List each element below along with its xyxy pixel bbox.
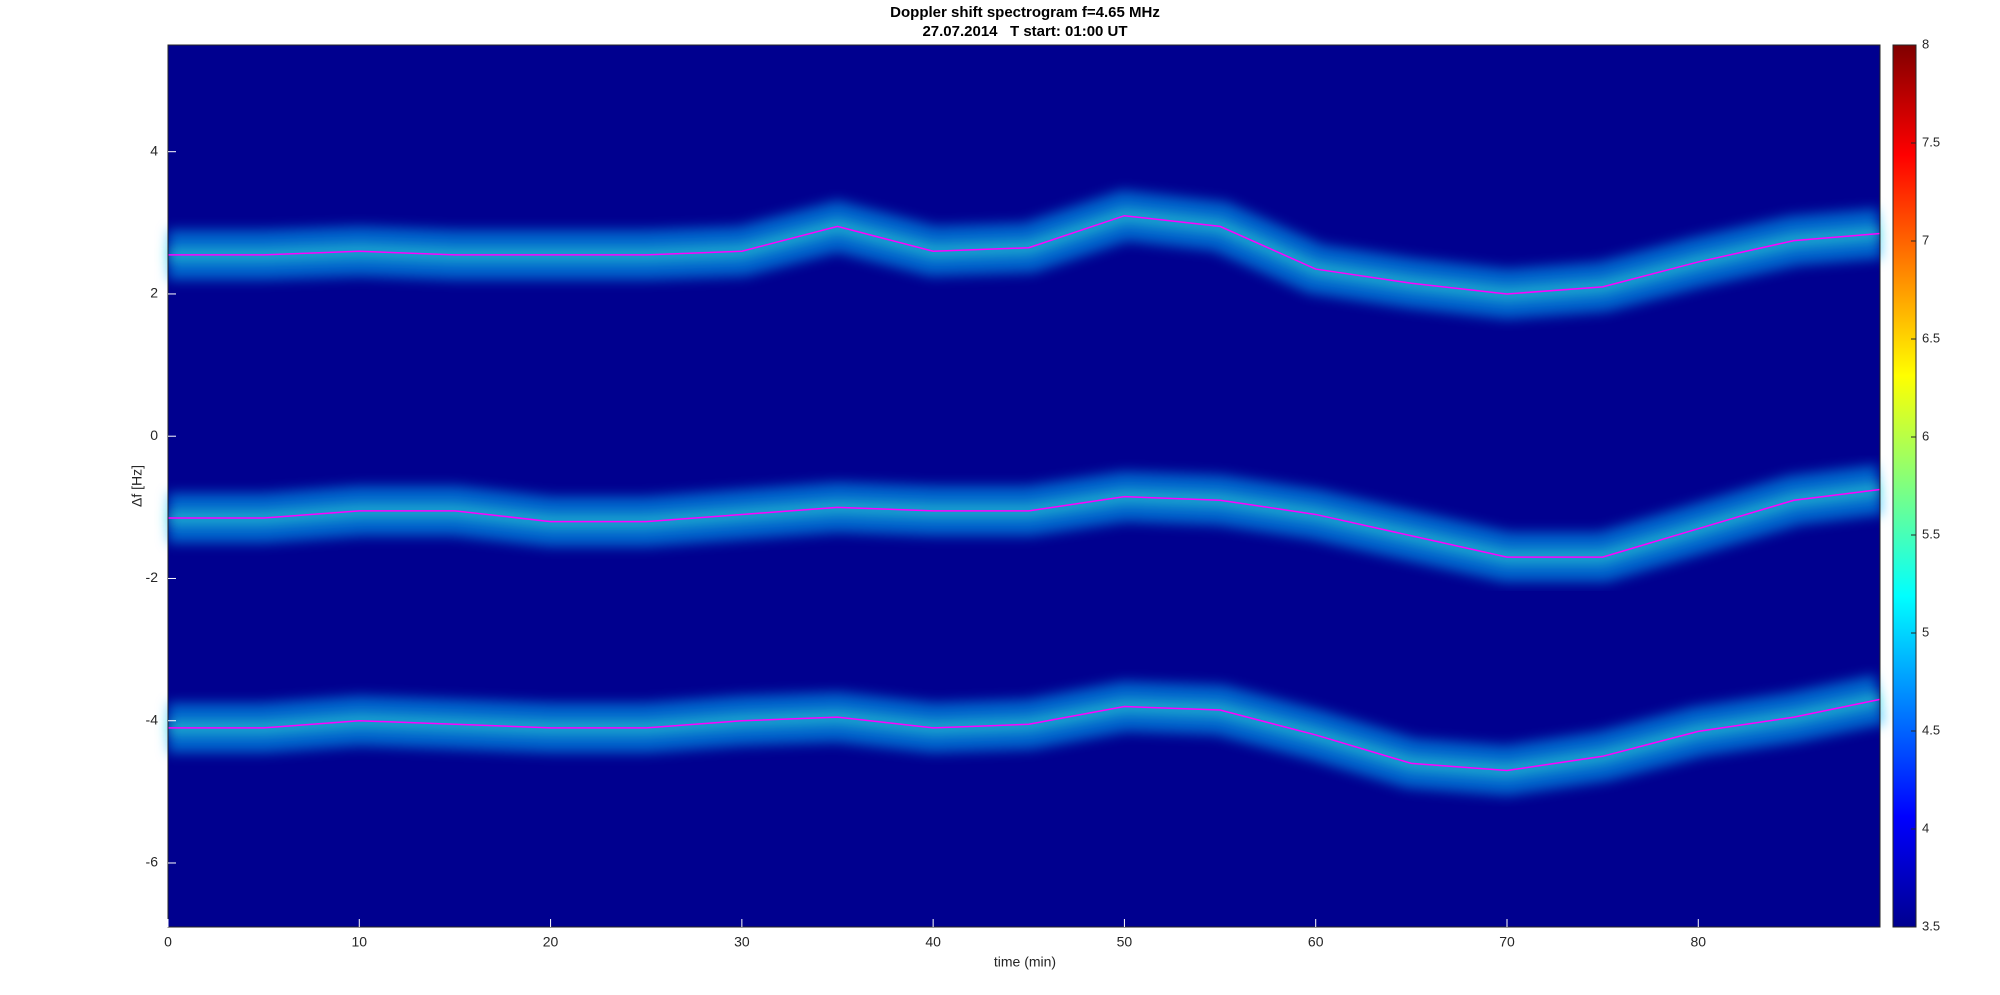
colorbar-tick-label: 6: [1922, 428, 1929, 443]
y-tick-label: -4: [146, 711, 159, 727]
x-tick-label: 60: [1308, 934, 1324, 950]
x-tick-label: 0: [164, 934, 172, 950]
chart-subtitle: 27.07.2014 T start: 01:00 UT: [922, 23, 1127, 40]
y-axis-label: Δf [Hz]: [129, 465, 145, 507]
x-tick-label: 80: [1690, 934, 1706, 950]
x-tick-label: 50: [1117, 934, 1133, 950]
x-tick-label: 40: [925, 934, 941, 950]
colorbar-tick-label: 4.5: [1922, 722, 1940, 737]
y-tick-label: 2: [150, 285, 158, 301]
colorbar-tick-label: 3.5: [1922, 918, 1940, 933]
trace-line: [168, 214, 1881, 295]
x-tick-label: 30: [734, 934, 750, 950]
y-tick-label: -2: [146, 569, 159, 585]
x-axis-label: time (min): [994, 954, 1056, 970]
colorbar-tick-label: 5.5: [1922, 526, 1940, 541]
colorbar: [1892, 44, 1917, 928]
colorbar-tick-label: 7: [1922, 232, 1929, 247]
trace-line: [168, 698, 1881, 772]
y-tick-label: -6: [146, 854, 159, 870]
colorbar-tick-label: 8: [1922, 36, 1929, 51]
y-tick-label: 0: [150, 427, 158, 443]
colorbar-tick-label: 5: [1922, 624, 1929, 639]
colorbar-tick-label: 7.5: [1922, 134, 1940, 149]
x-tick-label: 70: [1499, 934, 1515, 950]
x-tick-label: 20: [543, 934, 559, 950]
y-tick-label: 4: [150, 142, 158, 158]
plot-frame: [167, 44, 1881, 928]
trace-line: [168, 488, 1881, 558]
chart-title: Doppler shift spectrogram f=4.65 MHz: [890, 4, 1160, 21]
colorbar-tick-label: 4: [1922, 820, 1929, 835]
x-tick-label: 10: [351, 934, 367, 950]
colorbar-tick-label: 6.5: [1922, 330, 1940, 345]
